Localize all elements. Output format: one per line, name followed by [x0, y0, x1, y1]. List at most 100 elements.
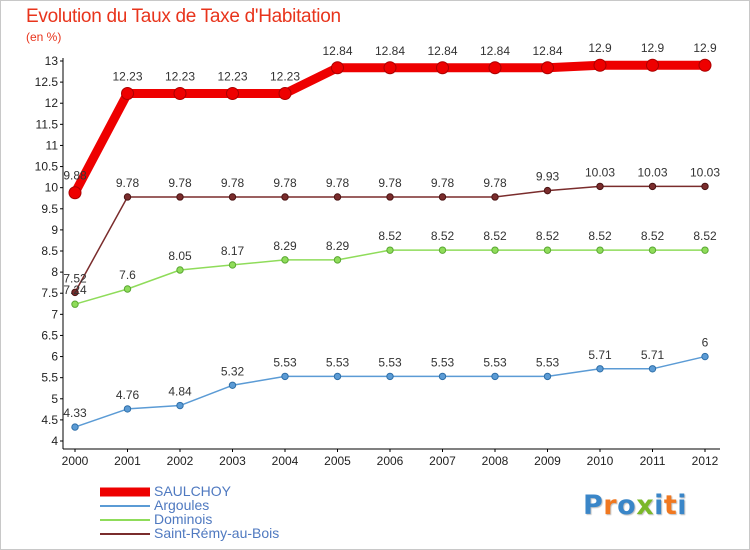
- data-label-argoules: 5.32: [221, 364, 245, 378]
- data-label-dominois: 8.29: [273, 239, 297, 253]
- data-point-dominois: [701, 246, 709, 254]
- logo-letter: r: [603, 490, 618, 521]
- data-label-saulchoy: 12.23: [112, 70, 142, 84]
- data-point-saint-remy-au-bois: [596, 182, 604, 191]
- data-point-dominois: [281, 256, 289, 264]
- data-label-saulchoy: 12.84: [532, 44, 562, 58]
- unit-label: (en %): [26, 30, 62, 44]
- data-label-saulchoy: 12.23: [217, 70, 247, 84]
- data-label-saint-remy-au-bois: 9.78: [221, 176, 245, 190]
- data-point-saulchoy: [68, 186, 82, 200]
- data-point-saulchoy: [226, 87, 239, 101]
- y-tick-label: 7: [51, 307, 58, 321]
- legend-label-saulchoy: SAULCHOY: [154, 483, 232, 499]
- data-label-saulchoy: 12.84: [375, 44, 405, 58]
- y-tick-label: 13: [45, 54, 59, 68]
- x-tick-label: 2004: [272, 454, 299, 468]
- data-label-dominois: 8.52: [483, 229, 507, 243]
- data-label-saint-remy-au-bois: 9.78: [378, 176, 402, 190]
- y-tick-label: 6.5: [41, 328, 58, 342]
- data-point-argoules: [281, 372, 289, 381]
- y-tick-label: 8: [51, 265, 58, 279]
- data-label-saint-remy-au-bois: 9.78: [273, 176, 297, 190]
- logo-letter: x: [636, 490, 655, 521]
- data-point-dominois: [596, 246, 604, 254]
- data-point-saulchoy: [173, 87, 187, 101]
- data-label-saulchoy: 12.23: [270, 70, 300, 84]
- legend-item-saint-remy-au-bois[interactable]: Saint-Rémy-au-Bois: [100, 525, 400, 541]
- data-point-argoules: [228, 381, 237, 389]
- data-label-saint-remy-au-bois: 9.78: [431, 176, 455, 190]
- data-point-saint-remy-au-bois: [701, 182, 709, 191]
- x-tick-label: 2012: [692, 454, 719, 468]
- data-point-saulchoy: [121, 87, 134, 101]
- data-label-dominois: 8.52: [693, 229, 717, 243]
- data-point-saulchoy: [383, 61, 397, 75]
- x-tick-label: 2008: [482, 454, 509, 468]
- data-label-argoules: 6: [702, 336, 709, 350]
- data-label-dominois: 8.52: [588, 229, 612, 243]
- data-point-argoules: [491, 372, 499, 381]
- data-point-saulchoy: [488, 61, 502, 75]
- data-point-dominois: [333, 256, 342, 264]
- data-label-argoules: 5.53: [431, 355, 455, 369]
- data-label-saulchoy: 12.9: [588, 41, 612, 55]
- x-tick-label: 2000: [62, 454, 89, 468]
- legend-swatch-saulchoy: [100, 487, 150, 497]
- data-label-argoules: 4.84: [168, 385, 192, 399]
- legend-item-argoules[interactable]: Argoules: [100, 498, 400, 513]
- y-tick-label: 11: [46, 138, 59, 152]
- legend-item-saulchoy[interactable]: SAULCHOY: [100, 483, 400, 499]
- x-tick-label: 2010: [587, 454, 614, 468]
- data-point-saint-remy-au-bois: [333, 193, 342, 201]
- data-label-argoules: 5.53: [483, 355, 507, 369]
- data-point-argoules: [596, 365, 604, 373]
- data-point-saint-remy-au-bois: [438, 193, 447, 201]
- legend-label-saint-remy-au-bois: Saint-Rémy-au-Bois: [154, 525, 280, 541]
- data-label-saint-remy-au-bois: 9.78: [168, 176, 192, 190]
- data-point-saint-remy-au-bois: [123, 193, 132, 201]
- y-tick-label: 5.5: [41, 371, 58, 385]
- data-label-argoules: 5.53: [378, 355, 402, 369]
- data-point-dominois: [386, 246, 394, 254]
- legend-swatch-dominois: [100, 519, 150, 521]
- data-label-argoules: 5.71: [588, 348, 612, 362]
- data-point-saint-remy-au-bois: [71, 288, 79, 297]
- data-label-argoules: 4.76: [116, 388, 140, 402]
- data-label-saint-remy-au-bois: 10.03: [585, 165, 615, 179]
- data-point-saint-remy-au-bois: [491, 193, 499, 201]
- proxiti-logo: Proxiti: [583, 490, 687, 521]
- data-label-argoules: 5.53: [326, 355, 350, 369]
- data-point-dominois: [438, 246, 447, 254]
- y-tick-label: 12: [45, 96, 59, 110]
- data-point-saint-remy-au-bois: [281, 193, 289, 201]
- y-tick-label: 10: [45, 181, 59, 195]
- data-point-dominois: [543, 246, 552, 254]
- data-label-dominois: 8.52: [641, 229, 665, 243]
- data-label-saint-remy-au-bois: 9.93: [536, 170, 560, 184]
- data-point-dominois: [176, 266, 184, 274]
- data-point-saint-remy-au-bois: [176, 193, 184, 201]
- y-tick-label: 11.5: [36, 117, 59, 131]
- y-tick-label: 10.5: [35, 160, 59, 174]
- logo-letter: i: [654, 490, 664, 521]
- y-tick-label: 6: [51, 350, 58, 364]
- legend: SAULCHOY Argoules Dominois Saint-Rémy-au…: [100, 483, 400, 541]
- data-label-dominois: 8.17: [221, 244, 245, 258]
- legend-item-dominois[interactable]: Dominois: [100, 512, 400, 527]
- data-point-argoules: [648, 365, 657, 373]
- data-point-saulchoy: [541, 61, 554, 75]
- y-tick-label: 9.5: [41, 202, 58, 216]
- data-label-saulchoy: 12.23: [165, 70, 195, 84]
- chart-title: Evolution du Taux de Taxe d'Habitation: [26, 6, 341, 27]
- data-label-saulchoy: 9.88: [63, 169, 87, 183]
- data-label-saulchoy: 12.9: [693, 41, 717, 55]
- data-label-dominois: 8.05: [168, 249, 192, 263]
- logo-letter: i: [677, 490, 688, 521]
- data-point-saulchoy: [436, 61, 449, 75]
- data-point-saulchoy: [278, 87, 292, 101]
- data-point-dominois: [228, 261, 237, 269]
- y-tick-label: 9: [51, 223, 58, 237]
- data-label-saulchoy: 12.9: [641, 41, 665, 55]
